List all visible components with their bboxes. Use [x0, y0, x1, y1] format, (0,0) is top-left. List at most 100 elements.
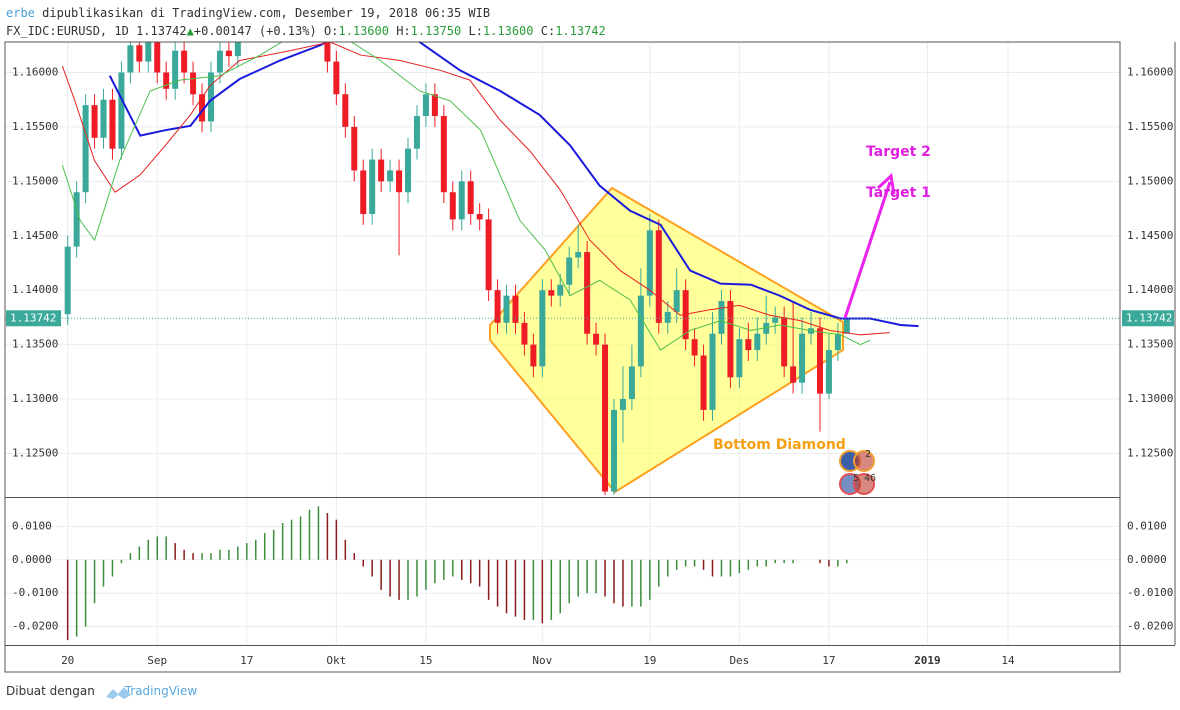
candle-body — [485, 219, 492, 291]
y-tick-label: 0.0000 — [1127, 553, 1167, 566]
high: 1.13750 — [410, 24, 462, 38]
candle-body — [673, 290, 680, 312]
x-tick-label: 19 — [643, 654, 656, 667]
price-label-box — [1122, 310, 1174, 327]
y-tick-label: 1.15000 — [1127, 174, 1173, 187]
candle-body — [405, 148, 412, 193]
candle-body — [449, 192, 456, 220]
candle-body — [163, 72, 170, 89]
candle-body — [82, 105, 89, 193]
candle-body — [360, 170, 367, 214]
y-tick-label: 1.15500 — [1127, 120, 1173, 133]
candle-body — [727, 301, 734, 378]
candle-body — [413, 116, 420, 149]
candle-body — [324, 42, 331, 62]
candle-body — [216, 50, 223, 73]
candle-body — [691, 339, 698, 356]
event-count: 5 — [853, 473, 859, 484]
plot-frame — [4, 41, 1121, 673]
candle-body — [772, 317, 779, 323]
y-tick-label: -0.0200 — [12, 620, 58, 633]
candle-body — [610, 409, 617, 492]
candle-body — [799, 333, 806, 383]
event-icon — [853, 450, 875, 472]
y-tick-label: 0.0100 — [1127, 519, 1167, 532]
c-label: C: — [540, 24, 556, 38]
candle-body — [154, 42, 161, 73]
brand: TradingView — [124, 684, 198, 698]
candle-body — [584, 252, 591, 334]
candle-body — [718, 301, 725, 334]
candle-body — [521, 322, 528, 345]
h-label: H: — [396, 24, 411, 38]
candle-body — [664, 311, 671, 323]
candle-body — [646, 230, 653, 296]
x-tick-label: 2019 — [914, 654, 941, 667]
candle-body — [207, 72, 214, 122]
candle-body — [476, 213, 483, 220]
candle-body — [619, 399, 626, 410]
candle-body — [700, 355, 707, 410]
published: dipublikasikan di TradingView.com, Desem… — [42, 6, 491, 20]
candle-body — [458, 181, 465, 220]
candle-body — [557, 284, 564, 296]
x-tick-label: 15 — [419, 654, 432, 667]
candle-body — [628, 366, 635, 400]
y-tick-label: 1.13000 — [1127, 392, 1173, 405]
candle-body — [816, 328, 823, 394]
event-count: 46 — [864, 473, 876, 484]
y-tick-label: 1.13500 — [1127, 338, 1173, 351]
y-tick-label: 1.15500 — [12, 120, 58, 133]
x-tick-label: 20 — [61, 654, 74, 667]
y-tick-label: 1.16000 — [12, 65, 58, 78]
candle-body — [172, 50, 179, 89]
y-tick-label: -0.0200 — [1127, 620, 1173, 633]
y-tick-label: 1.12500 — [12, 446, 58, 459]
symbol-line: FX_IDC:EURUSD, 1D 1.13742▲+0.00147 (+0.1… — [6, 24, 606, 38]
candle-body — [64, 246, 71, 315]
annotation: Target 2 — [866, 144, 931, 160]
candle-body — [763, 322, 770, 334]
made-with: Dibuat dengan — [6, 684, 95, 698]
candle-body — [118, 72, 125, 149]
o-label: O: — [323, 24, 339, 38]
candle-body — [440, 116, 447, 193]
y-tick-label: 0.0000 — [12, 553, 52, 566]
candle-body — [378, 159, 385, 182]
event-count: 2 — [865, 449, 871, 460]
candle-body — [754, 333, 761, 351]
close: 1.13742 — [555, 24, 606, 38]
candle-body — [109, 99, 116, 149]
candle-body — [834, 333, 841, 351]
y-tick-label: 1.15000 — [12, 174, 58, 187]
moving-average — [108, 42, 919, 328]
arrow-head — [876, 173, 896, 195]
brand-logo — [106, 687, 131, 699]
candle-body — [655, 230, 662, 323]
candle-body — [548, 290, 555, 296]
candle-body — [566, 257, 573, 285]
candle-body — [199, 94, 206, 122]
x-tick-label: 17 — [822, 654, 835, 667]
candle-body — [100, 99, 107, 138]
candle-body — [575, 252, 582, 258]
candle-body — [602, 344, 609, 492]
candle-body — [369, 159, 376, 214]
candle-body — [145, 42, 152, 62]
y-tick-label: 1.14000 — [1127, 283, 1173, 296]
y-tick-label: 1.12500 — [1127, 446, 1173, 459]
x-tick-label: Okt — [326, 654, 346, 667]
candle-body — [530, 344, 537, 367]
candle-body — [422, 94, 429, 117]
candle-body — [333, 61, 340, 95]
candle-body — [494, 290, 501, 323]
price-pane — [5, 42, 1120, 495]
candle-body — [190, 72, 197, 95]
candle-body — [431, 94, 438, 117]
y-tick-label: 1.14500 — [12, 229, 58, 242]
y-tick-label: 1.13500 — [12, 338, 58, 351]
annotation: Bottom Diamond — [713, 437, 846, 453]
logo-shape — [106, 687, 131, 699]
